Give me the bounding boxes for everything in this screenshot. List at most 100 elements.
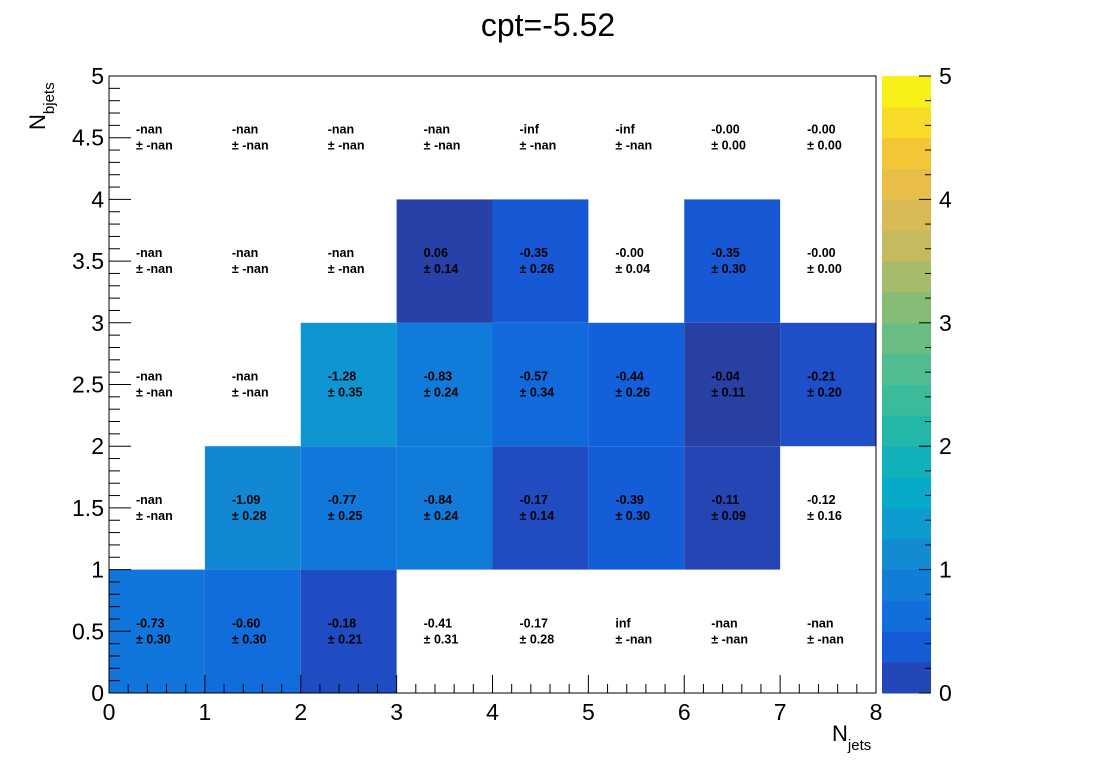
cell-error-label: ± 0.24 (424, 386, 459, 400)
y-axis-label: Nbjets (25, 82, 58, 130)
cell-error-label: ± 0.20 (807, 386, 842, 400)
y-tick-label: 2.5 (72, 372, 104, 398)
cell-value-label: -nan (711, 616, 737, 630)
cell-error-label: ± 0.14 (520, 509, 555, 523)
cell-error-label: ± 0.30 (232, 632, 267, 646)
y-tick-label: 5 (91, 63, 104, 89)
colorbar-tick-label: 2 (939, 433, 952, 459)
heatmap-cell (396, 322, 493, 447)
colorbar (882, 76, 931, 694)
colorbar-bin (882, 662, 931, 694)
cell-value-label: -0.83 (424, 370, 453, 384)
colorbar-bin (882, 106, 931, 139)
x-tick-label: 1 (198, 699, 211, 725)
cell-value-label: -0.44 (615, 370, 644, 384)
cell-error-label: ± -nan (711, 632, 748, 646)
heatmap-cell (204, 446, 301, 570)
cell-error-label: ± -nan (136, 262, 173, 276)
colorbar-bin (882, 477, 931, 509)
colorbar-tick-label: 3 (939, 310, 952, 336)
cell-value-label: -1.28 (328, 370, 357, 384)
chart-title: cpt=-5.52 (481, 7, 615, 43)
y-tick-label: 0.5 (72, 618, 104, 644)
heatmap-cell (780, 322, 876, 447)
y-axis-tick-labels: 0 0.5 1 1.5 2 2.5 3 3.5 4 4.5 5 (72, 63, 104, 706)
colorbar-bin (882, 199, 931, 231)
cell-value-label: -0.00 (711, 123, 740, 137)
cell-error-label: ± 0.21 (328, 632, 363, 646)
cell-error-label: ± 0.28 (520, 632, 555, 646)
x-tick-label: 6 (678, 699, 691, 725)
cell-error-label: ± 0.09 (711, 509, 746, 523)
cell-error-label: ± -nan (136, 139, 173, 153)
cell-value-label: -0.60 (232, 616, 261, 630)
cell-error-label: ± -nan (615, 632, 652, 646)
cell-error-label: ± 0.16 (807, 509, 842, 523)
x-axis-label: Njets (832, 721, 871, 754)
heatmap-cell (588, 446, 685, 570)
y-tick-label: 0 (91, 680, 104, 706)
x-tick-label: 3 (390, 699, 403, 725)
cell-value-label: -0.84 (424, 493, 453, 507)
cell-value-label: -0.12 (807, 493, 836, 507)
cell-error-label: ± 0.26 (615, 386, 650, 400)
cell-error-label: ± -nan (520, 139, 557, 153)
cell-value-label: -nan (328, 123, 354, 137)
x-tick-label: 5 (582, 699, 595, 725)
colorbar-bin (882, 569, 931, 601)
cell-error-label: ± 0.00 (807, 262, 842, 276)
cell-error-label: ± 0.00 (711, 139, 746, 153)
cell-value-label: -1.09 (232, 493, 261, 507)
cell-value-label: -nan (136, 370, 162, 384)
cell-error-label: ± 0.30 (711, 262, 746, 276)
colorbar-tick-label: 4 (939, 186, 952, 212)
cell-value-label: -0.04 (711, 370, 740, 384)
y-tick-label: 3.5 (72, 248, 104, 274)
cell-error-label: ± 0.04 (615, 262, 650, 276)
colorbar-bin (882, 415, 931, 447)
cell-value-label: -0.11 (711, 493, 739, 507)
y-tick-label: 1 (91, 557, 104, 583)
heatmap-cell (300, 322, 397, 447)
colorbar-tick-label: 0 (939, 680, 952, 706)
x-tick-label: 4 (486, 699, 499, 725)
heatmap-cell (588, 322, 685, 447)
heatmap-cell (204, 569, 301, 693)
cell-error-label: ± -nan (328, 139, 365, 153)
cell-value-label: -0.21 (807, 370, 836, 384)
heatmap-cell (492, 199, 589, 323)
heatmap-cell (396, 199, 493, 323)
colorbar-bin (882, 168, 931, 200)
y-tick-label: 2 (91, 433, 104, 459)
cell-value-label: -0.35 (711, 246, 740, 260)
heatmap-cell (492, 322, 589, 447)
cell-error-label: ± -nan (615, 139, 652, 153)
cell-value-label: inf (615, 616, 631, 630)
y-axis-label-sub: bjets (41, 82, 58, 114)
cell-value-label: -0.41 (424, 616, 453, 630)
cell-error-label: ± -nan (232, 139, 269, 153)
y-tick-label: 4.5 (72, 125, 104, 151)
colorbar-bin (882, 291, 931, 324)
heatmap-cells (109, 199, 876, 693)
colorbar-bin (882, 261, 931, 293)
cell-error-label: ± -nan (136, 509, 173, 523)
cell-value-label: -nan (136, 493, 162, 507)
cell-labels: -0.73 ± 0.30 -0.60 ± 0.30 -0.18 ± 0.21 -0.41 ± … (136, 123, 844, 647)
heatmap-cell (396, 446, 493, 570)
cell-value-label: 0.06 (424, 246, 448, 260)
cell-value-label: -0.17 (520, 616, 549, 630)
colorbar-bin (882, 76, 931, 108)
colorbar-bin (882, 230, 931, 262)
colorbar-bin (882, 600, 931, 632)
cell-error-label: ± -nan (807, 632, 844, 646)
cell-error-label: ± -nan (424, 139, 461, 153)
x-tick-label: 7 (774, 699, 787, 725)
colorbar-bin (882, 446, 931, 478)
cell-error-label: ± 0.28 (232, 509, 267, 523)
cell-value-label: -nan (136, 123, 162, 137)
heatmap-cell (684, 322, 781, 447)
x-tick-label: 2 (294, 699, 307, 725)
cell-value-label: -nan (807, 616, 833, 630)
cell-error-label: ± -nan (136, 386, 173, 400)
